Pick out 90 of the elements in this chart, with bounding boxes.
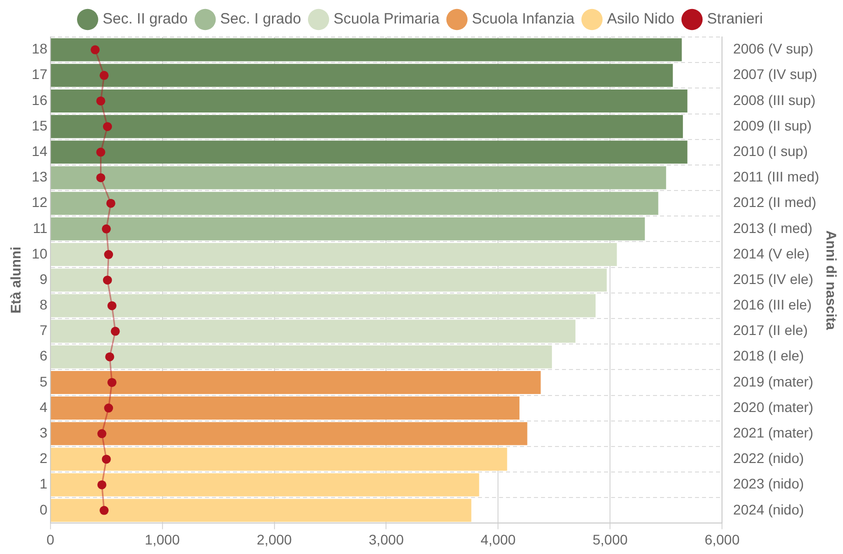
point [90,45,100,54]
y-tick-label: 11 [32,220,48,236]
y2-tick-label: 2011 (III med) [733,168,820,185]
y-tick-label: 14 [32,143,48,160]
y2-tick-label: 2006 (V sup) [733,40,814,57]
legend-label: Scuola Infanzia [472,10,576,28]
y2-tick-label: 2021 (mater) [733,424,814,440]
y2-tick-label: 2024 (nido) [733,501,804,518]
x-tick-label: 4,000 [480,531,516,548]
bar [50,396,520,420]
y2-tick-label: 2007 (IV sup) [733,66,818,82]
x-tick-label: 6,000 [704,531,740,548]
x-tick-label: 3,000 [368,531,404,548]
bar [50,140,688,164]
bar [50,64,673,87]
bar [50,166,666,190]
y2-tick-label: 2009 (II sup) [733,117,812,134]
bar [50,192,658,215]
point [106,198,116,208]
bar [50,38,682,62]
point [97,429,106,438]
y-tick-label: 10 [32,245,48,262]
point [102,122,112,132]
y2-tick-label: 2014 (V ele) [733,245,810,262]
bar [50,268,607,292]
y-tick-label: 4 [40,398,48,415]
point [102,224,111,234]
point [105,352,114,362]
y-axis-title: Età alunni [7,246,24,314]
point [107,301,116,310]
y-tick-label: 6 [40,348,48,364]
y2-tick-label: 2023 (nido) [733,476,804,492]
bar [50,294,596,318]
y-tick-label: 0 [40,501,48,518]
point [96,173,106,182]
bar [50,217,645,240]
point [102,276,112,285]
y2-tick-label: 2013 (I med) [733,220,812,236]
y-tick-label: 13 [32,168,48,185]
point [104,250,114,260]
y-tick-label: 3 [40,424,48,440]
point [104,404,114,413]
y2-tick-label: 2018 (I ele) [733,348,804,364]
y-tick-label: 7 [40,322,48,338]
x-tick-label: 2,000 [256,531,292,548]
y2-tick-label: 2008 (III sup) [733,92,816,108]
legend-label: Scuola Primaria [334,10,440,28]
y-tick-label: 15 [32,117,48,134]
bar [50,448,508,471]
legend-label: Sec. II grado [102,10,188,28]
y2-tick-label: 2016 (III ele) [733,296,812,313]
y2-tick-label: 2012 (II med) [733,194,816,210]
point [100,506,109,515]
y-tick-label: 5 [40,373,48,390]
y-tick-label: 1 [40,476,48,492]
y-tick-label: 9 [40,270,48,287]
bar [50,89,688,112]
y2-tick-label: 2015 (IV ele) [733,270,814,287]
point [107,378,116,387]
y2-tick-label: 2010 (I sup) [733,143,808,160]
point [110,326,120,336]
bar [50,370,541,394]
point [96,148,106,157]
y-tick-label: 2 [40,450,48,466]
y2-tick-label: 2020 (mater) [733,398,814,415]
y-tick-label: 18 [32,40,48,57]
bar [50,422,528,446]
y-tick-label: 12 [32,194,48,210]
point [97,480,106,490]
bar [50,320,576,343]
point [100,70,109,80]
y-tick-label: 17 [32,66,48,82]
y2-tick-label: 2019 (mater) [733,373,814,390]
x-tick-label: 5,000 [592,531,628,548]
bar [50,473,480,496]
point [96,96,106,106]
y-tick-label: 8 [40,296,48,313]
bar [50,498,472,522]
legend-label: Sec. I grado [220,10,302,28]
point [102,454,111,464]
y2-tick-label: 2017 (II ele) [733,322,808,338]
y-tick-label: 16 [32,92,48,108]
bar [50,345,552,368]
legend-label: Stranieri [707,10,763,28]
bar [50,115,683,138]
x-tick-label: 1,000 [144,531,180,548]
legend-label: Asilo Nido [606,10,675,28]
bar [50,242,617,266]
y2-tick-label: 2022 (nido) [733,450,804,466]
text: Anni di nascita [824,230,840,330]
